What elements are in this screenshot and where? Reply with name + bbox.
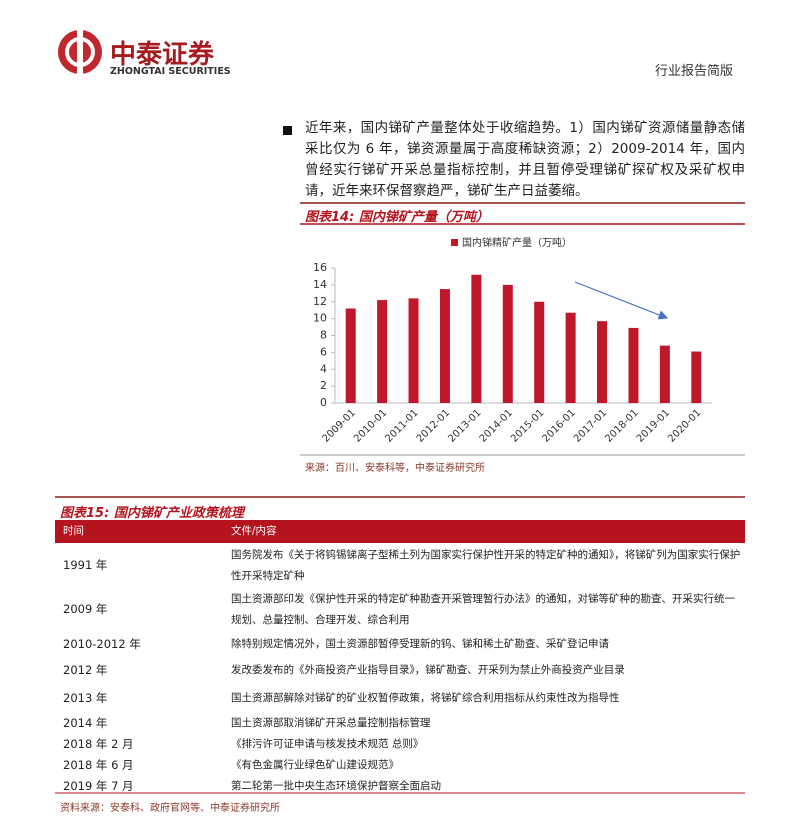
bar [597, 321, 608, 403]
table-row: 2014 年 国土资源部取消锑矿开采总量控制指标管理 [55, 712, 745, 734]
table-header: 时间 文件/内容 [55, 520, 745, 543]
x-tick-label: 2012-01 [415, 407, 452, 444]
bar [471, 274, 482, 403]
x-tick-label: 2017-01 [572, 407, 609, 444]
y-tick-label: 2 [320, 379, 327, 392]
time-cell: 2018 年 2 月 [63, 737, 134, 751]
bar [565, 312, 576, 403]
x-tick-label: 2015-01 [509, 407, 546, 444]
bullet [283, 126, 292, 135]
bar [691, 351, 702, 403]
x-tick-label: 2016-01 [541, 407, 578, 444]
y-tick-label: 6 [320, 345, 327, 358]
source: 来源：百川、安泰科等，中泰证券研究所 [305, 463, 485, 474]
table-row: 2018 年 2 月 《排污许可证申请与核发技术规范 总则》 [55, 734, 745, 755]
y-tick-label: 12 [313, 295, 327, 308]
x-tick-label: 2019-01 [635, 407, 672, 444]
bar [408, 298, 419, 403]
y-tick-label: 16 [313, 261, 327, 274]
content-cell: 《排污许可证申请与核发技术规范 总则》 [231, 738, 424, 750]
paragraph: 近年来，国内锑矿产量整体处于收缩趋势。1）国内锑矿资源储量静态储采比仅为 6 年… [305, 120, 745, 199]
bar [345, 308, 356, 403]
time-cell: 2013 年 [63, 690, 108, 705]
x-tick-label: 2014-01 [478, 407, 515, 444]
header-cell: 文件/内容 [231, 525, 277, 537]
trend-arrow [574, 281, 669, 320]
time-cell: 2014 年 [63, 715, 108, 730]
y-tick-label: 14 [313, 278, 327, 291]
table-row: 2013 年 国土资源部解除对锑矿的矿业权暂停政策，将锑矿综合利用指标从约束性改为… [55, 684, 745, 712]
table-row: 2018 年 6 月 《有色金属行业绿色矿山建设规范》 [55, 755, 745, 776]
x-tick-label: 2011-01 [383, 407, 420, 444]
content-cell: 第二轮第一批中央生态环境保护督察全面启动 [231, 780, 441, 792]
figure-title: 图表14: 国内锑矿产量（万吨） [305, 210, 489, 225]
report-type: 行业报告简版 [655, 64, 734, 79]
y-tick-label: 8 [320, 329, 327, 342]
time-cell: 2012 年 [63, 663, 108, 677]
bar [377, 300, 388, 403]
bar [659, 345, 670, 403]
content-cell: 发改委发布的《外商投资产业指导目录》，锑矿勘查、开采列为禁止外商投资产业目录 [231, 664, 625, 676]
legend-label: 国内锑精矿产量（万吨） [462, 236, 572, 249]
content-cell: 国土资源部取消锑矿开采总量控制指标管理 [231, 716, 431, 729]
y-tick-label: 0 [320, 396, 327, 409]
time-cell: 2019 年 7 月 [63, 779, 134, 793]
y-tick-label: 10 [313, 312, 327, 325]
header-cell: 时间 [63, 525, 84, 537]
x-tick-label: 2020-01 [666, 407, 703, 444]
table: 时间 文件/内容 1991 年 国务院发布《关于将钨锡锑离子型稀土列为国家实行保护性开… [55, 520, 745, 797]
x-tick-label: 2013-01 [446, 407, 483, 444]
table-row: 2010-2012 年 除特别规定情况外，国土资源部暂停受理新的钨、锑和稀土矿勘查… [55, 631, 745, 657]
table-title: 图表15: 国内锑矿产业政策梳理 [60, 506, 244, 521]
table-row: 1991 年 国务院发布《关于将钨锡锑离子型稀土列为国家实行保护性开采的特定矿种的… [55, 543, 745, 588]
time-cell: 2009 年 [63, 602, 108, 616]
content-cell: 国土资源部解除对锑矿的矿业权暂停政策，将锑矿综合利用指标从约束性改为指导性 [231, 691, 620, 704]
table-source: 资料来源：安泰科、政府官网等、中泰证券研究所 [60, 803, 280, 814]
table-row: 2009 年 国土资源部印发《保护性开采的特定矿种勘查开采管理暂行办法》的通知，对… [55, 588, 745, 631]
bar [502, 284, 513, 403]
content-cell: 国务院发布《关于将钨锡锑离子型稀土列为国家实行保护性开采的特定矿种的通知》，将锑… [231, 548, 741, 582]
x-tick-label: 2010-01 [352, 407, 389, 444]
x-tick-label: 2018-01 [603, 407, 640, 444]
bar [534, 301, 545, 403]
table-row: 2019 年 7 月 第二轮第一批中央生态环境保护督察全面启动 [55, 776, 745, 797]
table-row: 2012 年 发改委发布的《外商投资产业指导目录》，锑矿勘查、开采列为禁止外商投资… [55, 657, 745, 684]
time-cell: 1991 年 [63, 558, 108, 572]
y-tick-label: 4 [320, 362, 327, 375]
content-cell: 除特别规定情况外，国土资源部暂停受理新的钨、锑和稀土矿勘查、采矿登记申请 [231, 637, 609, 650]
time-cell: 2010-2012 年 [63, 636, 141, 651]
time-cell: 2018 年 6 月 [63, 758, 134, 772]
logo-icon-bar [77, 30, 83, 74]
bar [628, 327, 639, 403]
x-tick-label: 2009-01 [321, 407, 358, 444]
legend-swatch [451, 239, 458, 246]
logo-text: 中泰证券 [110, 40, 215, 70]
logo-en: ZHONGTAI SECURITIES [110, 66, 231, 77]
bar [439, 289, 450, 403]
content-cell: 《有色金属行业绿色矿山建设规范》 [231, 759, 399, 771]
content-cell: 国土资源部印发《保护性开采的特定矿种勘查开采管理暂行办法》的通知，对锑等矿种的勘… [231, 592, 735, 626]
